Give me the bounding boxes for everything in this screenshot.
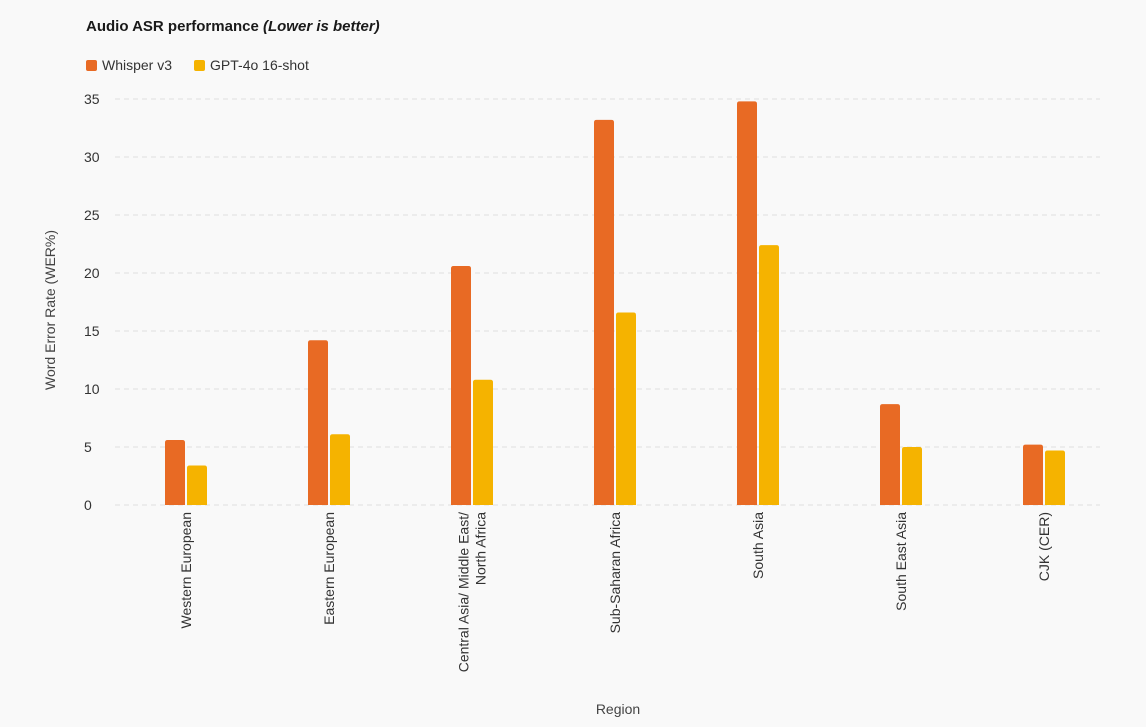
- y-tick-label: 35: [84, 91, 100, 107]
- y-tick-label: 15: [84, 323, 100, 339]
- y-tick-label: 30: [84, 149, 100, 165]
- bar-whisper: [880, 404, 900, 505]
- bar-gpt4o: [902, 447, 922, 505]
- bar-whisper: [308, 340, 328, 505]
- x-tick-label-line: CJK (CER): [1036, 512, 1052, 581]
- bar-whisper: [594, 119, 614, 505]
- x-tick-label: Western European: [178, 512, 194, 628]
- y-tick-label: 20: [84, 265, 100, 281]
- bar-gpt4o: [759, 245, 779, 505]
- chart-title: Audio ASR performance (Lower is better): [86, 18, 380, 35]
- bar-gpt4o: [1045, 450, 1065, 505]
- y-tick-label: 0: [84, 497, 92, 513]
- bar-gpt4o: [330, 434, 350, 505]
- x-tick-label-line: Eastern European: [321, 512, 337, 625]
- bar-gpt4o: [616, 312, 636, 505]
- legend-swatch-whisper: [86, 59, 97, 71]
- x-tick-label-line: South Asia: [750, 512, 766, 579]
- legend-item-gpt4o[interactable]: GPT-4o 16-shot: [194, 57, 309, 73]
- x-tick-label: Sub-Saharan Africa: [607, 512, 623, 634]
- bar-whisper: [1023, 444, 1043, 505]
- x-tick-label-line: Western European: [178, 512, 194, 628]
- legend-item-whisper[interactable]: Whisper v3: [86, 57, 172, 73]
- legend-swatch-gpt4o: [194, 59, 206, 71]
- x-axis-title: Region: [596, 701, 640, 717]
- legend-label-whisper: Whisper v3: [102, 57, 173, 73]
- y-tick-label: 25: [84, 207, 100, 223]
- y-tick-label: 10: [84, 381, 100, 397]
- x-tick-label: South East Asia: [893, 512, 909, 611]
- bar-whisper: [165, 440, 185, 505]
- x-tick-label-line: Sub-Saharan Africa: [607, 512, 623, 634]
- x-tick-label-line: North Africa: [473, 512, 489, 585]
- x-tick-label-line: South East Asia: [893, 512, 909, 611]
- x-tick-label: Central Asia/ Middle East/North Africa: [456, 512, 489, 673]
- x-tick-label: CJK (CER): [1036, 512, 1052, 581]
- chart-title-main: Audio ASR performance: [86, 18, 259, 35]
- bar-gpt4o: [187, 465, 207, 505]
- x-tick-label: South Asia: [750, 512, 766, 579]
- bar-whisper: [451, 266, 471, 505]
- bar-whisper: [737, 101, 757, 505]
- y-tick-label: 5: [84, 439, 92, 455]
- bar-gpt4o: [473, 379, 493, 505]
- x-tick-label-line: Central Asia/ Middle East/: [456, 512, 472, 672]
- legend-label-gpt4o: GPT-4o 16-shot: [210, 57, 309, 73]
- x-tick-label: Eastern European: [321, 512, 337, 625]
- chart-title-note: (Lower is better): [262, 18, 380, 35]
- legend: Whisper v3 GPT-4o 16-shot: [86, 57, 331, 73]
- y-axis-title: Word Error Rate (WER%): [42, 230, 58, 390]
